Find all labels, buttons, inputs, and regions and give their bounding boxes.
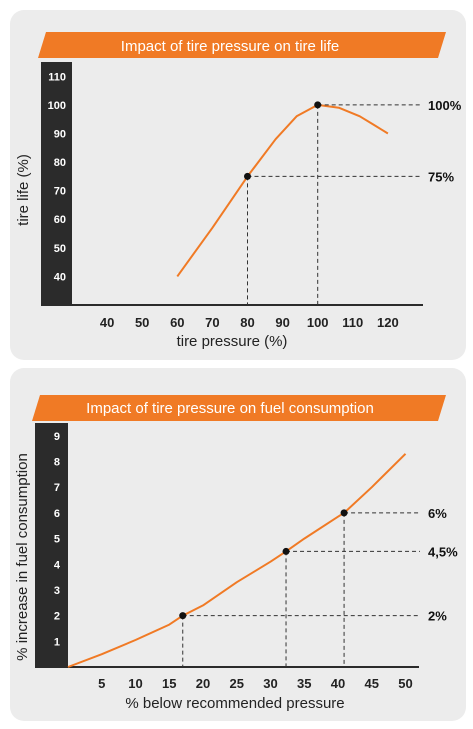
highlight-point bbox=[314, 101, 322, 109]
highlight-label: 100% bbox=[428, 98, 462, 113]
highlight-point bbox=[179, 612, 187, 620]
highlight-label: 6% bbox=[428, 506, 447, 521]
series-line bbox=[176, 103, 389, 277]
x-axis-label: % below recommended pressure bbox=[125, 695, 344, 712]
x-tick-label: 60 bbox=[170, 315, 184, 330]
x-tick-label: 90 bbox=[275, 315, 289, 330]
x-tick-label: 70 bbox=[205, 315, 219, 330]
y-axis-bar bbox=[35, 423, 68, 667]
highlight-label: 75% bbox=[428, 169, 454, 184]
highlight-point bbox=[340, 509, 348, 517]
y-tick-label: 4 bbox=[54, 559, 61, 571]
x-tick-label: 20 bbox=[196, 676, 210, 691]
highlight-point bbox=[244, 172, 251, 180]
y-tick-label: 60 bbox=[54, 214, 66, 226]
x-tick-label: 40 bbox=[331, 676, 345, 691]
y-tick-label: 9 bbox=[54, 431, 60, 443]
x-tick-label: 10 bbox=[128, 676, 142, 691]
y-tick-label: 110 bbox=[48, 71, 66, 83]
x-tick-label: 25 bbox=[230, 676, 244, 691]
y-tick-label: 90 bbox=[54, 128, 66, 140]
y-tick-label: 3 bbox=[54, 585, 60, 597]
y-tick-label: 6 bbox=[54, 508, 60, 520]
highlight-point bbox=[282, 547, 290, 555]
highlight-label: 4,5% bbox=[428, 544, 458, 559]
y-tick-label: 50 bbox=[54, 243, 66, 255]
y-tick-label: 1 bbox=[54, 636, 60, 648]
title-banner bbox=[38, 32, 446, 58]
y-axis-label: tire life (%) bbox=[15, 154, 32, 226]
chart-title: Impact of tire pressure on tire life bbox=[121, 38, 339, 55]
y-axis-bar bbox=[41, 62, 72, 305]
x-tick-label: 100 bbox=[307, 315, 329, 330]
x-tick-label: 50 bbox=[398, 676, 412, 691]
highlight-label: 2% bbox=[428, 609, 447, 624]
y-tick-label: 70 bbox=[54, 186, 66, 198]
chart-title: Impact of tire pressure on fuel consumpt… bbox=[86, 400, 374, 417]
x-tick-label: 80 bbox=[240, 315, 254, 330]
tire-life-chart: Impact of tire pressure on tire life 40 50… bbox=[15, 32, 462, 350]
x-tick-label: 15 bbox=[162, 676, 176, 691]
title-banner bbox=[32, 395, 446, 421]
y-tick-label: 5 bbox=[54, 534, 60, 546]
x-tick-label: 30 bbox=[263, 676, 277, 691]
x-tick-label: 110 bbox=[342, 315, 363, 330]
x-tick-label: 35 bbox=[297, 676, 311, 691]
x-tick-label: 120 bbox=[377, 315, 399, 330]
y-tick-label: 7 bbox=[54, 482, 60, 494]
y-tick-label: 2 bbox=[54, 611, 60, 623]
tire-life-panel: Impact of tire pressure on tire life 40 50… bbox=[10, 10, 466, 360]
fuel-consumption-panel: Impact of tire pressure on fuel consumpt… bbox=[10, 368, 466, 721]
x-tick-label: 50 bbox=[135, 315, 149, 330]
y-tick-label: 40 bbox=[54, 271, 66, 283]
y-tick-label: 80 bbox=[54, 157, 66, 169]
y-axis-label: % increase in fuel consumption bbox=[14, 453, 31, 661]
y-tick-label: 8 bbox=[54, 457, 60, 469]
x-tick-label: 40 bbox=[100, 315, 114, 330]
x-tick-label: 45 bbox=[365, 676, 379, 691]
x-tick-label: 5 bbox=[98, 676, 105, 691]
x-axis-label: tire pressure (%) bbox=[177, 333, 288, 350]
series-line bbox=[67, 453, 407, 668]
y-tick-label: 100 bbox=[48, 100, 66, 112]
fuel-consumption-chart: Impact of tire pressure on fuel consumpt… bbox=[14, 395, 458, 712]
